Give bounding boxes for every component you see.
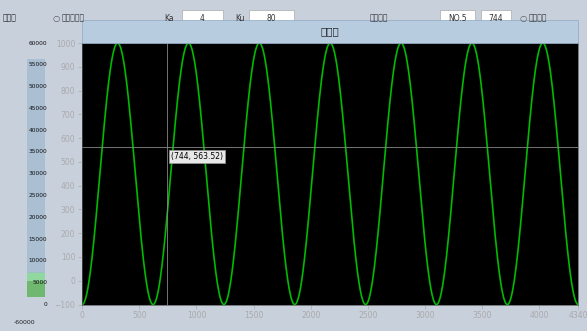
- Text: 15000: 15000: [29, 237, 48, 242]
- Text: 4: 4: [200, 14, 205, 23]
- Bar: [28, 59, 45, 273]
- Text: 45000: 45000: [29, 106, 48, 111]
- Text: 回线金号: 回线金号: [370, 14, 389, 23]
- Text: 幅量程: 幅量程: [3, 14, 17, 23]
- Text: 55000: 55000: [29, 62, 48, 67]
- Text: Ku: Ku: [235, 14, 244, 23]
- Text: NO.5: NO.5: [448, 14, 467, 23]
- Text: 20000: 20000: [29, 215, 48, 220]
- Text: 信号标调整: 信号标调整: [62, 14, 85, 23]
- Text: 频域分析: 频域分析: [528, 14, 547, 23]
- Text: -60000: -60000: [14, 320, 36, 325]
- Text: 35000: 35000: [29, 150, 48, 155]
- Bar: [28, 281, 45, 297]
- Text: 60000: 60000: [29, 40, 48, 46]
- Text: 744: 744: [489, 14, 503, 23]
- Text: 40000: 40000: [29, 128, 48, 133]
- Text: ○: ○: [519, 14, 527, 23]
- Text: Ka: Ka: [164, 14, 174, 23]
- Text: 30000: 30000: [29, 171, 48, 176]
- Text: (744, 563.52): (744, 563.52): [171, 152, 222, 161]
- Text: 80: 80: [266, 14, 276, 23]
- Text: 25000: 25000: [29, 193, 48, 198]
- Text: ○: ○: [53, 14, 60, 23]
- Text: 10000: 10000: [29, 259, 48, 263]
- Bar: [28, 272, 45, 281]
- Text: 0: 0: [43, 302, 48, 307]
- Text: 时域图: 时域图: [321, 26, 339, 36]
- Text: 50000: 50000: [29, 84, 48, 89]
- Text: 5000: 5000: [32, 280, 48, 285]
